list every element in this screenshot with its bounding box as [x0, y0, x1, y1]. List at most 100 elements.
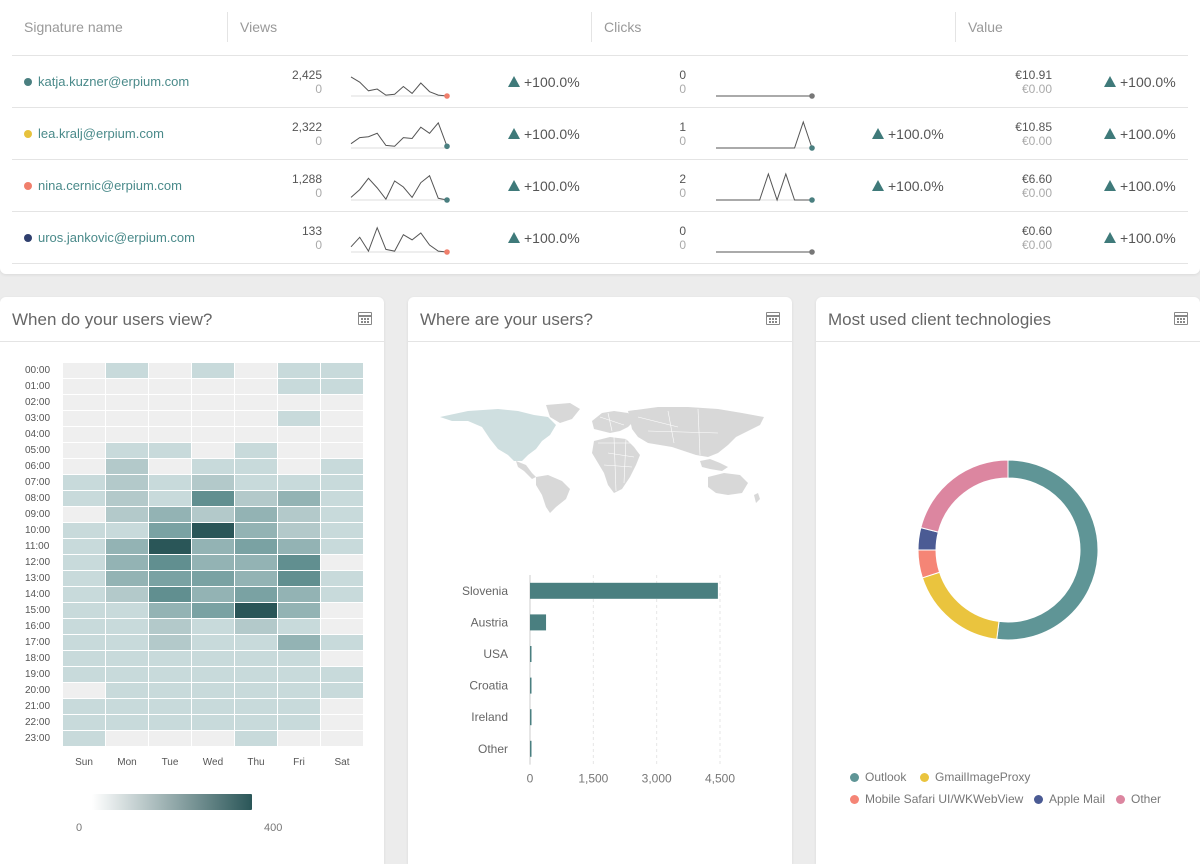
heatmap-cell[interactable] — [235, 715, 277, 730]
heatmap-cell[interactable] — [235, 395, 277, 410]
heatmap-cell[interactable] — [106, 587, 148, 602]
heatmap-cell[interactable] — [235, 635, 277, 650]
heatmap-cell[interactable] — [192, 523, 234, 538]
heatmap-cell[interactable] — [235, 507, 277, 522]
heatmap-cell[interactable] — [321, 491, 363, 506]
heatmap-cell[interactable] — [321, 411, 363, 426]
heatmap-cell[interactable] — [192, 555, 234, 570]
heatmap-cell[interactable] — [278, 539, 320, 554]
heatmap-cell[interactable] — [63, 587, 105, 602]
heatmap-cell[interactable] — [192, 731, 234, 746]
heatmap-cell[interactable] — [235, 411, 277, 426]
signature-email[interactable]: lea.kralj@erpium.com — [38, 126, 164, 141]
heatmap-cell[interactable] — [278, 459, 320, 474]
heatmap-cell[interactable] — [278, 555, 320, 570]
heatmap-cell[interactable] — [63, 363, 105, 378]
heatmap-cell[interactable] — [63, 475, 105, 490]
heatmap-cell[interactable] — [106, 475, 148, 490]
signature-email[interactable]: nina.cernic@erpium.com — [38, 178, 182, 193]
heatmap-cell[interactable] — [63, 411, 105, 426]
heatmap-cell[interactable] — [63, 715, 105, 730]
heatmap-cell[interactable] — [192, 539, 234, 554]
heatmap-cell[interactable] — [278, 427, 320, 442]
heatmap-cell[interactable] — [278, 651, 320, 666]
heatmap-cell[interactable] — [321, 699, 363, 714]
heatmap-cell[interactable] — [235, 475, 277, 490]
heatmap-cell[interactable] — [63, 683, 105, 698]
heatmap-cell[interactable] — [192, 379, 234, 394]
table-row[interactable]: katja.kuzner@erpium.com 2,425 0 0 0 €10.91 €0.… — [12, 56, 1188, 108]
header-views[interactable]: Views — [227, 12, 591, 42]
heatmap-cell[interactable] — [63, 555, 105, 570]
signature-name-cell[interactable]: nina.cernic@erpium.com — [24, 160, 182, 212]
heatmap-cell[interactable] — [106, 667, 148, 682]
heatmap-cell[interactable] — [149, 523, 191, 538]
heatmap-cell[interactable] — [192, 475, 234, 490]
table-row[interactable]: uros.jankovic@erpium.com 133 0 0 0 €0.60 €0.00… — [12, 212, 1188, 264]
legend-item[interactable]: Mobile Safari UI/WKWebView — [850, 792, 1023, 806]
heatmap-cell[interactable] — [192, 603, 234, 618]
legend-item[interactable]: Outlook — [850, 770, 906, 784]
heatmap-cell[interactable] — [278, 523, 320, 538]
heatmap-cell[interactable] — [235, 667, 277, 682]
heatmap-cell[interactable] — [149, 619, 191, 634]
heatmap-cell[interactable] — [149, 651, 191, 666]
heatmap-cell[interactable] — [106, 363, 148, 378]
heatmap-cell[interactable] — [235, 683, 277, 698]
heatmap-cell[interactable] — [278, 507, 320, 522]
heatmap-cell[interactable] — [278, 715, 320, 730]
heatmap-cell[interactable] — [321, 427, 363, 442]
header-clicks[interactable]: Clicks — [591, 12, 955, 42]
heatmap-cell[interactable] — [235, 699, 277, 714]
country-bar[interactable] — [530, 582, 718, 599]
heatmap-cell[interactable] — [278, 491, 320, 506]
heatmap-cell[interactable] — [106, 619, 148, 634]
heatmap-cell[interactable] — [149, 667, 191, 682]
heatmap-cell[interactable] — [278, 603, 320, 618]
heatmap-cell[interactable] — [192, 363, 234, 378]
heatmap-cell[interactable] — [278, 587, 320, 602]
heatmap-cell[interactable] — [63, 523, 105, 538]
heatmap-cell[interactable] — [235, 603, 277, 618]
signature-name-cell[interactable]: lea.kralj@erpium.com — [24, 108, 164, 160]
heatmap-cell[interactable] — [278, 635, 320, 650]
heatmap-cell[interactable] — [192, 411, 234, 426]
heatmap-cell[interactable] — [321, 507, 363, 522]
heatmap-cell[interactable] — [149, 507, 191, 522]
heatmap-cell[interactable] — [192, 699, 234, 714]
heatmap-cell[interactable] — [278, 699, 320, 714]
heatmap-cell[interactable] — [278, 379, 320, 394]
heatmap-cell[interactable] — [63, 379, 105, 394]
heatmap-cell[interactable] — [149, 475, 191, 490]
heatmap-cell[interactable] — [149, 699, 191, 714]
heatmap-cell[interactable] — [149, 395, 191, 410]
heatmap-cell[interactable] — [149, 683, 191, 698]
calendar-icon[interactable] — [1174, 312, 1188, 325]
heatmap-cell[interactable] — [278, 475, 320, 490]
signature-email[interactable]: uros.jankovic@erpium.com — [38, 230, 195, 245]
table-row[interactable]: lea.kralj@erpium.com 2,322 0 1 0 €10.85 €0.00 +… — [12, 108, 1188, 160]
heatmap-cell[interactable] — [235, 587, 277, 602]
heatmap-cell[interactable] — [278, 667, 320, 682]
heatmap-cell[interactable] — [106, 395, 148, 410]
heatmap-cell[interactable] — [278, 395, 320, 410]
heatmap-cell[interactable] — [63, 731, 105, 746]
heatmap-cell[interactable] — [106, 459, 148, 474]
heatmap-cell[interactable] — [235, 619, 277, 634]
heatmap-cell[interactable] — [106, 539, 148, 554]
heatmap-cell[interactable] — [63, 619, 105, 634]
heatmap-cell[interactable] — [63, 395, 105, 410]
heatmap-cell[interactable] — [192, 683, 234, 698]
calendar-icon[interactable] — [766, 312, 780, 325]
heatmap-cell[interactable] — [149, 363, 191, 378]
heatmap-cell[interactable] — [63, 491, 105, 506]
donut-slice[interactable] — [921, 571, 1000, 640]
heatmap-cell[interactable] — [235, 731, 277, 746]
heatmap-cell[interactable] — [321, 619, 363, 634]
heatmap-cell[interactable] — [106, 523, 148, 538]
heatmap-cell[interactable] — [321, 587, 363, 602]
heatmap-cell[interactable] — [321, 635, 363, 650]
table-row[interactable]: nina.cernic@erpium.com 1,288 0 2 0 €6.60 €0.00… — [12, 160, 1188, 212]
heatmap-cell[interactable] — [321, 731, 363, 746]
heatmap-cell[interactable] — [278, 619, 320, 634]
